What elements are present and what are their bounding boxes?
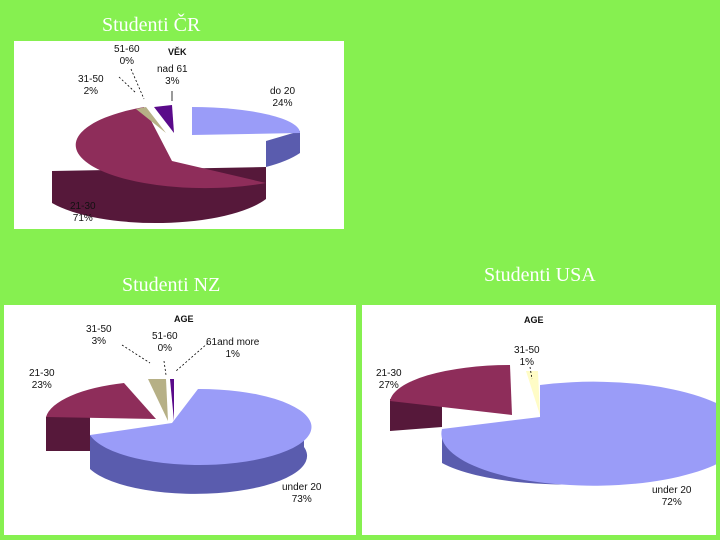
label-nz-under20: under 20 73% bbox=[282, 482, 322, 505]
slice-side-under20-nz bbox=[90, 417, 308, 494]
label-cr-do20: do 20 24% bbox=[270, 86, 296, 109]
chart-panel-cr: VĚK 51-60 0% 31-50 2% nad 61 3% do 20 24% 21… bbox=[14, 41, 344, 229]
slice-21-30-usa bbox=[390, 364, 512, 415]
label-cr-nad61: nad 61 3% bbox=[157, 64, 188, 87]
label-usa-31-50: 31-50 1% bbox=[514, 345, 540, 368]
chart-header-usa: AGE bbox=[524, 315, 544, 325]
label-cr-21-30: 21-30 71% bbox=[70, 201, 96, 224]
label-nz-61more: 61and more 1% bbox=[206, 337, 260, 360]
label-usa-21-30: 21-30 27% bbox=[376, 368, 402, 391]
slice-61more-nz bbox=[170, 379, 174, 421]
slice-under20-nz bbox=[90, 388, 312, 465]
label-nz-31-50: 31-50 3% bbox=[86, 324, 112, 347]
pie-chart-cr bbox=[52, 68, 300, 224]
slice-21-30-cr bbox=[75, 107, 266, 189]
title-usa: Studenti USA bbox=[484, 264, 596, 286]
slice-21-30-nz bbox=[46, 383, 156, 419]
chart-panel-usa: AGE 31-50 1% 21-30 27% under 20 72% bbox=[362, 305, 716, 535]
chart-header-nz: AGE bbox=[174, 314, 194, 324]
label-usa-under20: under 20 72% bbox=[652, 485, 692, 508]
slice-31-50-usa bbox=[526, 371, 540, 415]
slice-side-21-30-nz bbox=[46, 417, 90, 451]
label-cr-51-60: 51-60 0% bbox=[114, 44, 140, 67]
slice-under20-usa bbox=[441, 381, 716, 486]
slice-31-50-nz bbox=[148, 379, 168, 421]
slice-31-50-cr bbox=[136, 107, 166, 133]
slice-side-21-30-usa bbox=[390, 399, 442, 431]
pie-chart-nz bbox=[46, 342, 312, 494]
label-nz-21-30: 21-30 23% bbox=[29, 368, 55, 391]
slice-do20-cr bbox=[192, 107, 300, 135]
label-nz-51-60: 51-60 0% bbox=[152, 331, 178, 354]
pie-chart-usa bbox=[390, 364, 716, 486]
title-nz: Studenti NZ bbox=[122, 274, 221, 296]
slice-side-do20-cr bbox=[266, 131, 300, 167]
title-cr: Studenti ČR bbox=[102, 14, 201, 36]
chart-header-cr: VĚK bbox=[168, 47, 187, 57]
slice-nad61-cr bbox=[154, 105, 174, 133]
label-cr-31-50: 31-50 2% bbox=[78, 74, 104, 97]
chart-panel-nz: AGE 31-50 3% 51-60 0% 61and more 1% 21-30 23… bbox=[4, 305, 356, 535]
